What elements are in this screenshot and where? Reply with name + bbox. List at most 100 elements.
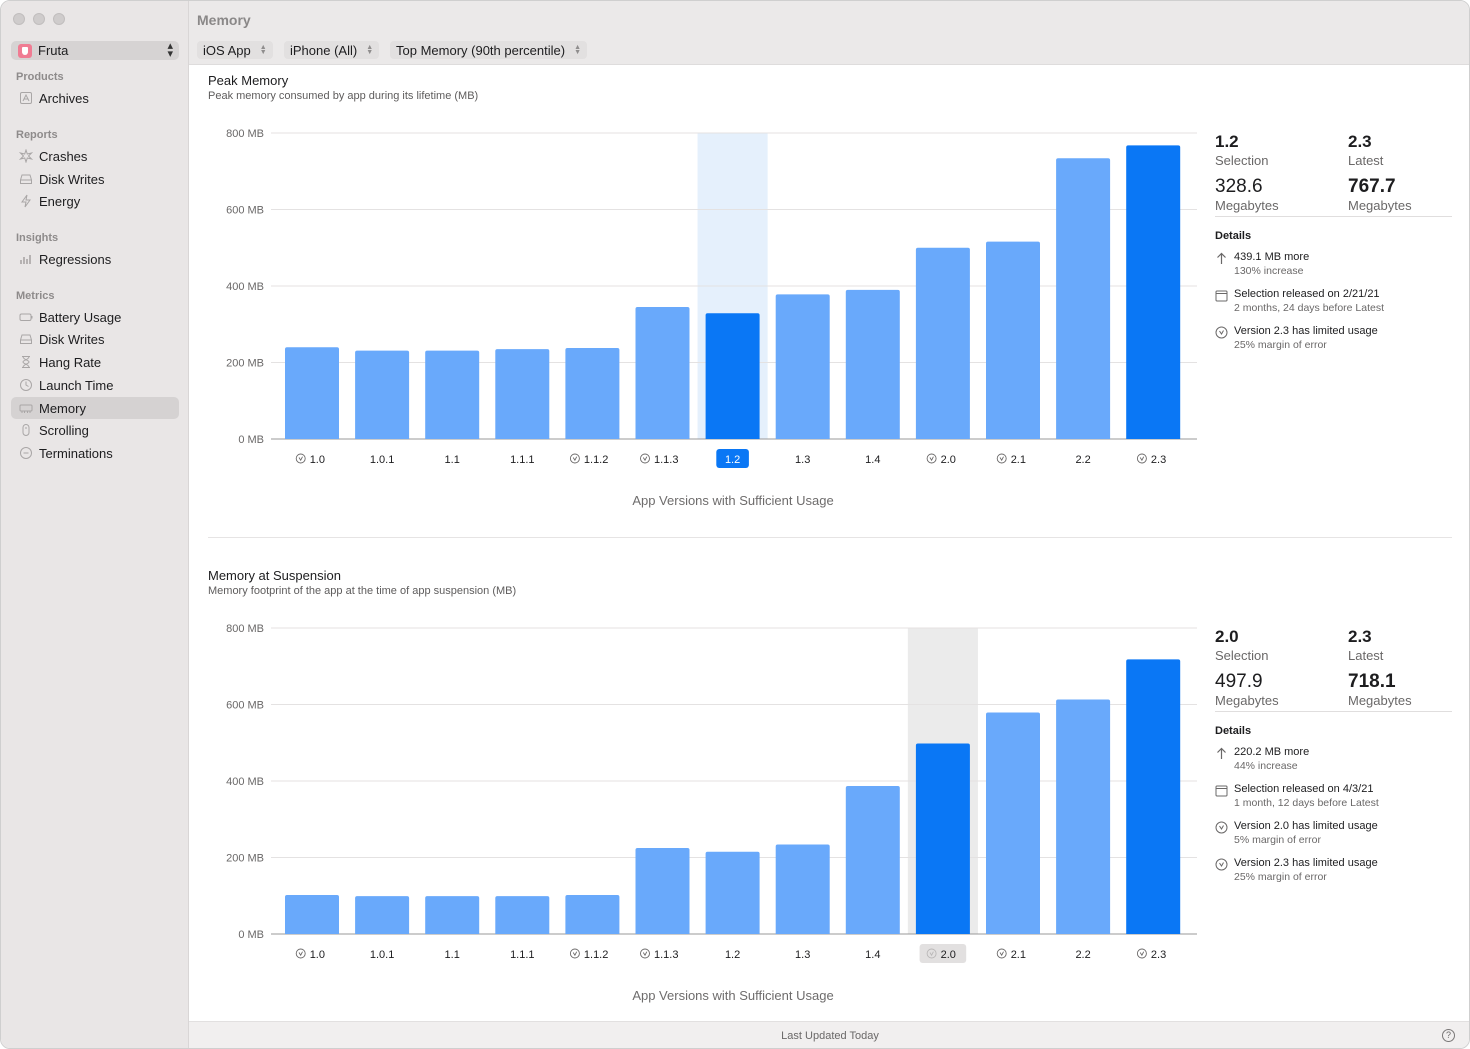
bar-1.0.1[interactable] — [355, 350, 410, 439]
platform-filter[interactable]: iOS App ▲ ▼ — [197, 41, 273, 59]
bar-2.0[interactable] — [915, 743, 970, 934]
bar-1.1.2[interactable] — [565, 347, 620, 439]
x-tick-label[interactable]: 1.1 — [445, 454, 460, 466]
main-area: Memory iOS App ▲ ▼ iPhone (All) ▲ ▼ Top Me… — [189, 1, 1469, 1048]
y-tick-label: 800 MB — [226, 623, 264, 635]
sidebar-item-disk-writes[interactable]: Disk Writes — [11, 328, 179, 350]
bar-1.2[interactable] — [705, 851, 760, 934]
x-tick-label[interactable]: 1.1 — [445, 949, 460, 961]
x-tick-label[interactable]: 1.4 — [865, 949, 880, 961]
bar-1.1.3[interactable] — [635, 847, 690, 934]
bar-1.0.1[interactable] — [355, 896, 410, 934]
detail-main-text: 220.2 MB more — [1234, 746, 1310, 758]
x-tick-label[interactable]: 1.0 — [310, 949, 325, 961]
latest-version: 2.3 — [1348, 132, 1372, 151]
x-tick-label[interactable]: 2.2 — [1075, 949, 1090, 961]
sidebar-item-label: Battery Usage — [39, 309, 122, 325]
bar-1.4[interactable] — [845, 289, 900, 439]
x-tick-label[interactable]: 1.1.3 — [654, 454, 678, 466]
zoom-window-button[interactable] — [53, 13, 65, 25]
x-tick-label[interactable]: 2.3 — [1151, 949, 1166, 961]
sidebar-item-regressions[interactable]: Regressions — [11, 248, 179, 270]
metric-filter[interactable]: Top Memory (90th percentile) ▲ ▼ — [390, 41, 588, 59]
bar-1.3[interactable] — [775, 294, 830, 439]
bar-1.2[interactable] — [705, 313, 760, 439]
bar-1.1.1[interactable] — [495, 349, 550, 439]
sidebar-item-memory[interactable]: Memory — [11, 397, 179, 419]
sidebar-item-terminations[interactable]: Terminations — [11, 442, 179, 464]
bar-2.0[interactable] — [915, 247, 970, 439]
x-tick-label[interactable]: 2.0 — [941, 454, 956, 466]
x-tick-label[interactable]: 1.1.1 — [510, 949, 534, 961]
bar-2.1[interactable] — [986, 241, 1040, 439]
x-tick-label[interactable]: 1.3 — [795, 454, 810, 466]
x-tick-label[interactable]: 2.1 — [1011, 949, 1026, 961]
memory-at-suspension-chart: 0 MB 200 MB 400 MB 600 MB 800 MB 1.0 1.0.1 1.1 1… — [226, 623, 1197, 963]
x-tick-label[interactable]: 1.1.2 — [584, 949, 608, 961]
bar-2.3[interactable] — [1126, 145, 1181, 440]
x-tick-label[interactable]: 1.2 — [725, 454, 740, 466]
x-tick-label[interactable]: 2.0 — [941, 949, 956, 961]
detail-sub-text: 130% increase — [1234, 265, 1304, 277]
detail-sub-text: 1 month, 12 days before Latest — [1234, 797, 1379, 809]
bar-1.1.2[interactable] — [565, 894, 620, 934]
sidebar-item-archives[interactable]: Archives — [11, 87, 179, 109]
sidebar-item-battery-usage[interactable]: Battery Usage — [11, 306, 179, 328]
x-axis-caption: App Versions with Sufficient Usage — [632, 988, 834, 1003]
crash-icon — [19, 149, 33, 163]
x-tick-label[interactable]: 1.0.1 — [370, 949, 394, 961]
sidebar-item-scrolling[interactable]: Scrolling — [11, 419, 179, 441]
x-tick-label[interactable]: 1.2 — [725, 949, 740, 961]
bar-2.3[interactable] — [1126, 659, 1181, 934]
bar-1.1[interactable] — [425, 350, 480, 439]
help-button[interactable]: ? — [1442, 1029, 1455, 1042]
bar-2.2[interactable] — [1056, 158, 1111, 439]
x-tick-label[interactable]: 2.2 — [1075, 454, 1090, 466]
x-tick-label[interactable]: 1.0.1 — [370, 454, 394, 466]
last-updated-text: Last Updated Today — [781, 1030, 879, 1042]
x-tick-label[interactable]: 1.4 — [865, 454, 880, 466]
metric-filter-label: Top Memory (90th percentile) — [396, 43, 566, 58]
bar-1.1.1[interactable] — [495, 896, 550, 934]
window-controls — [13, 13, 65, 25]
x-tick-label[interactable]: 1.3 — [795, 949, 810, 961]
sidebar-item-label: Energy — [39, 193, 81, 209]
bar-1.0[interactable] — [285, 347, 339, 439]
sidebar-item-hang-rate[interactable]: Hang Rate — [11, 351, 179, 373]
sidebar-item-label: Regressions — [39, 251, 112, 267]
latest-version: 2.3 — [1348, 627, 1372, 646]
bar-1.0[interactable] — [285, 894, 339, 934]
archive-icon — [19, 91, 33, 105]
sidebar-item-crashes[interactable]: Crashes — [11, 145, 179, 167]
device-filter[interactable]: iPhone (All) ▲ ▼ — [284, 41, 380, 59]
limited-usage-icon — [569, 948, 580, 959]
status-footer: Last Updated Today ? — [189, 1021, 1469, 1048]
sidebar-item-disk-writes[interactable]: Disk Writes — [11, 168, 179, 190]
x-tick-label[interactable]: 1.1.2 — [584, 454, 608, 466]
bar-2.1[interactable] — [986, 712, 1040, 934]
panel-title: Peak Memory — [208, 73, 289, 88]
bar-2.2[interactable] — [1056, 699, 1111, 934]
sidebar-item-launch-time[interactable]: Launch Time — [11, 374, 179, 396]
x-tick-label[interactable]: 1.1.3 — [654, 949, 678, 961]
x-tick-label[interactable]: 1.0 — [310, 454, 325, 466]
bar-1.1[interactable] — [425, 896, 480, 934]
bar-1.3[interactable] — [775, 844, 830, 934]
selected-version-pill[interactable] — [716, 449, 749, 468]
x-tick-label[interactable]: 2.1 — [1011, 454, 1026, 466]
minimize-window-button[interactable] — [33, 13, 45, 25]
bar-1.4[interactable] — [845, 785, 900, 934]
detail-main-text: 439.1 MB more — [1234, 251, 1310, 263]
sidebar-item-energy[interactable]: Energy — [11, 190, 179, 212]
x-tick-label[interactable]: 2.3 — [1151, 454, 1166, 466]
close-window-button[interactable] — [13, 13, 25, 25]
limited-usage-icon — [926, 453, 937, 464]
limited-usage-icon — [1136, 453, 1147, 464]
x-tick-label[interactable]: 1.1.1 — [510, 454, 534, 466]
bar-1.1.3[interactable] — [635, 307, 690, 439]
sidebar-item-label: Memory — [39, 400, 86, 416]
disk-icon — [19, 332, 33, 346]
product-selector[interactable]: Fruta ▴ ▾ — [11, 41, 179, 60]
scroll-icon — [19, 423, 33, 437]
latest-stats: 2.3 Latest 718.1 Megabytes — [1348, 627, 1412, 708]
